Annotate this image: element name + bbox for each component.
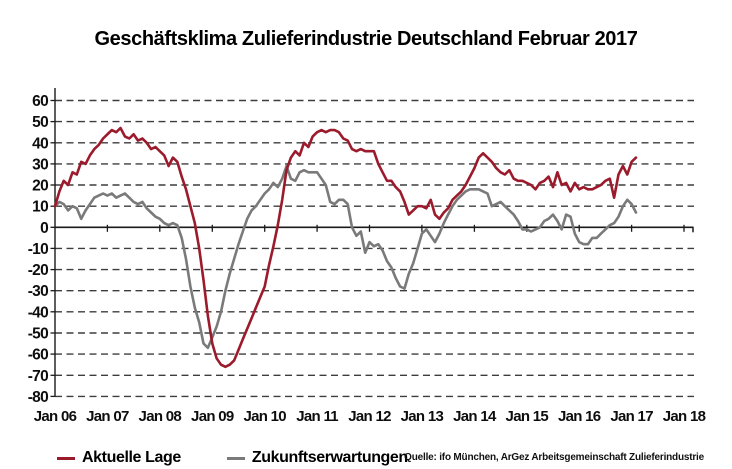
legend-label: Aktuelle Lage [82,449,181,466]
y-axis-tick-labels: 60 50 40 30 20 10 0 -10 -20 -30 -40 -50 -60 -70 -80 [28,93,49,406]
legend-label: Zukunftserwartungen [251,449,408,466]
zukunftserwartungen-swatch-icon [226,456,245,460]
svg-text:Jan 16: Jan 16 [558,408,601,425]
svg-text:-10: -10 [28,241,48,258]
svg-text:40: 40 [32,135,48,152]
svg-text:-30: -30 [28,283,48,300]
svg-text:Jan 07: Jan 07 [86,408,129,425]
svg-text:Jan 13: Jan 13 [401,408,444,425]
svg-text:-80: -80 [28,389,48,406]
svg-text:-40: -40 [28,304,48,321]
h-gridlines [55,99,694,398]
svg-text:-70: -70 [28,368,48,385]
series-zukunftserwartungen-line [53,164,638,350]
legend: Aktuelle Lage Zukunftserwartungen [57,449,408,467]
svg-text:Jan 11: Jan 11 [296,408,338,425]
svg-text:Jan 10: Jan 10 [243,408,286,425]
zukunftserwartungen-polyline [53,164,638,350]
svg-text:10: 10 [32,199,48,216]
svg-text:Jan 17: Jan 17 [610,408,653,425]
svg-text:Jan 18: Jan 18 [663,408,706,425]
legend-item-aktuelle-lage: Aktuelle Lage [57,449,181,467]
zero-axis-line [55,224,694,233]
source-note: Quelle: ifo München, ArGez Arbeitsgemein… [404,452,704,463]
aktuelle-lage-polyline [53,126,638,369]
svg-text:Jan 08: Jan 08 [139,408,182,425]
x-axis-tick-labels: Jan 06 Jan 07 Jan 08 Jan 09 Jan 10 Jan 11 Jan … [34,408,707,425]
svg-text:-60: -60 [28,347,48,364]
svg-text:-50: -50 [28,326,48,343]
svg-text:-20: -20 [28,262,48,279]
svg-text:60: 60 [32,93,48,110]
legend-item-zukunftserwartungen: Zukunftserwartungen [226,449,408,467]
svg-text:20: 20 [32,178,48,195]
svg-text:Jan 14: Jan 14 [453,408,497,425]
chart-title: Geschäftsklima Zulieferindustrie Deutsch… [94,28,638,50]
y-axis [50,88,56,398]
aktuelle-lage-swatch-icon [57,456,75,460]
svg-text:0: 0 [40,220,48,237]
svg-text:50: 50 [32,114,48,131]
svg-text:Jan 06: Jan 06 [34,408,77,425]
svg-text:30: 30 [32,156,48,173]
series-aktuelle-lage-line [53,126,638,369]
svg-text:Jan 15: Jan 15 [506,408,549,425]
svg-text:Jan 12: Jan 12 [348,408,391,425]
svg-text:Jan 09: Jan 09 [191,408,234,425]
